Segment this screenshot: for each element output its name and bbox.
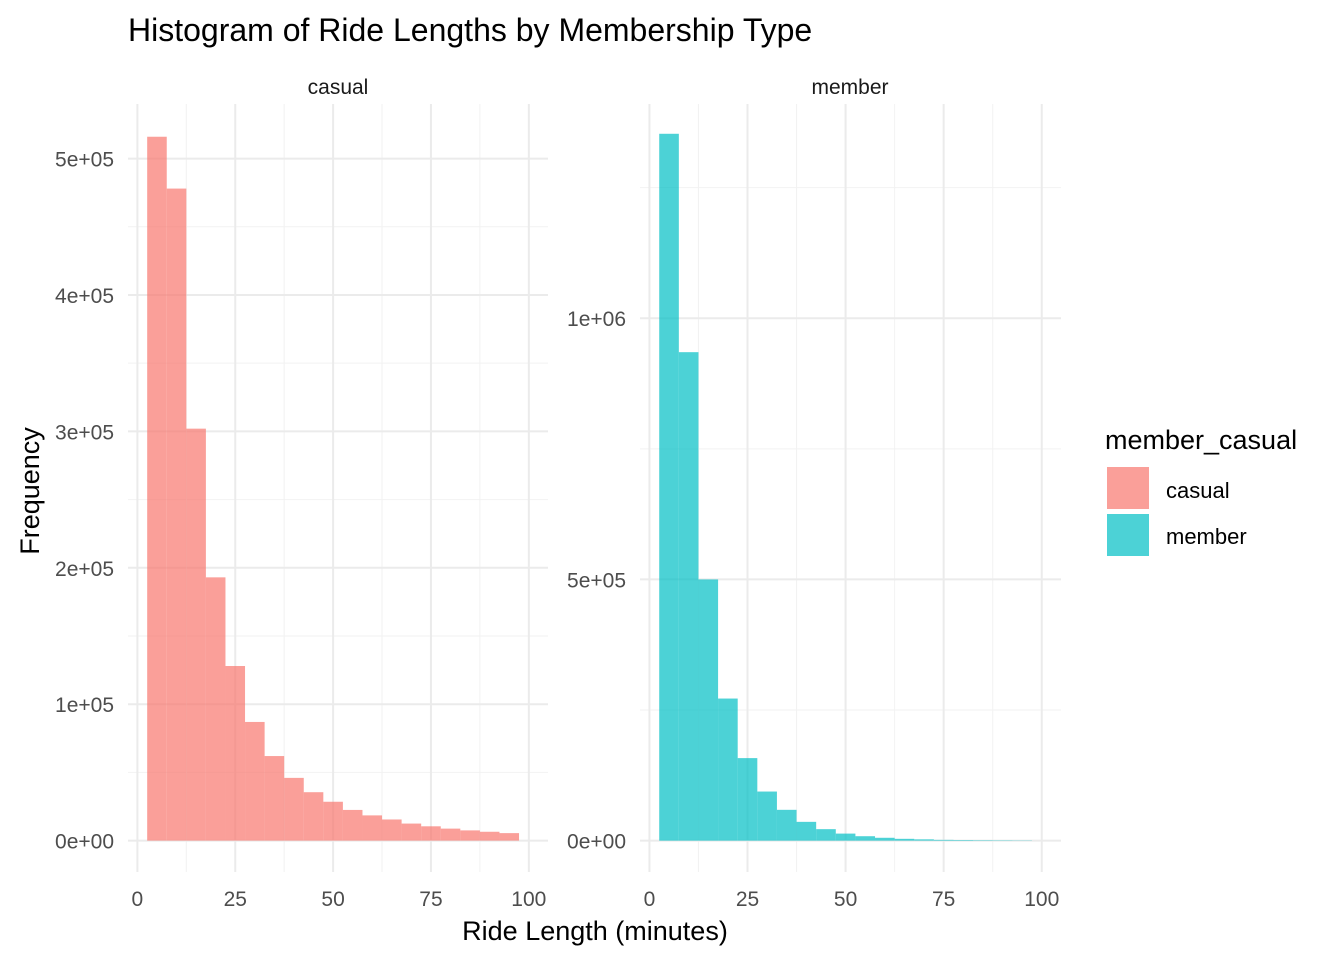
bar-casual-18 <box>499 833 520 841</box>
bar-member-8 <box>816 829 836 841</box>
bar-casual-10 <box>342 809 363 841</box>
x-tick-label: 0 <box>644 888 656 911</box>
y-tick-label: 1e+06 <box>567 308 626 331</box>
bar-member-15 <box>953 840 974 841</box>
bar-casual-16 <box>460 830 480 841</box>
bar-member-2 <box>698 579 719 841</box>
bar-casual-4 <box>225 666 246 841</box>
strip-label-casual: casual <box>308 76 369 99</box>
bar-member-5 <box>757 791 777 841</box>
y-tick-label: 4e+05 <box>55 285 114 308</box>
strip-label-member: member <box>811 76 888 99</box>
x-tick-label: 0 <box>132 888 144 911</box>
panel-member: member 0e+00 5e+05 1e+06 0 25 50 75 100 <box>567 76 1061 911</box>
bar-casual-9 <box>323 801 343 841</box>
x-tick-label: 25 <box>224 888 247 911</box>
x-axis-label: Ride Length (minutes) <box>462 916 728 946</box>
legend: member_casual casual member <box>1105 425 1297 556</box>
bar-member-9 <box>835 833 856 841</box>
bar-member-4 <box>737 758 758 841</box>
x-tick-label: 100 <box>511 888 546 911</box>
bar-casual-7 <box>284 777 304 841</box>
bar-member-3 <box>718 698 738 841</box>
bar-casual-14 <box>421 826 441 841</box>
y-tick-label: 5e+05 <box>567 569 626 592</box>
bar-casual-11 <box>362 815 383 841</box>
x-tick-label: 75 <box>419 888 442 911</box>
bar-member-12 <box>894 838 915 841</box>
x-tick-label: 50 <box>834 888 857 911</box>
y-tick-label: 1e+05 <box>55 694 114 717</box>
y-tick-label: 5e+05 <box>55 149 114 172</box>
y-axis-label: Frequency <box>15 427 45 555</box>
bar-casual-15 <box>440 828 461 841</box>
bar-member-0 <box>659 133 679 841</box>
x-tick-label: 75 <box>932 888 955 911</box>
legend-title: member_casual <box>1105 425 1297 455</box>
y-tick-label: 2e+05 <box>55 558 114 581</box>
bar-casual-17 <box>479 831 500 841</box>
chart-title: Histogram of Ride Lengths by Membership … <box>128 12 812 48</box>
bar-member-14 <box>933 839 954 841</box>
legend-key-casual <box>1107 467 1149 509</box>
y-tick-label: 0e+00 <box>55 831 114 854</box>
bar-casual-1 <box>166 188 187 841</box>
bar-member-11 <box>875 837 895 841</box>
x-tick-label: 25 <box>736 888 759 911</box>
bar-casual-8 <box>303 792 324 841</box>
bar-casual-0 <box>147 136 167 841</box>
bar-casual-13 <box>401 823 422 841</box>
y-tick-label: 0e+00 <box>567 831 626 854</box>
x-tick-label: 50 <box>321 888 344 911</box>
bar-casual-6 <box>264 756 285 841</box>
bar-member-7 <box>796 821 817 841</box>
legend-key-member <box>1107 514 1149 556</box>
panel-casual: casual 0e+00 1e+05 2e+05 3e+05 4e+05 5e+05 0 25 5… <box>55 76 548 911</box>
bar-member-10 <box>855 836 876 841</box>
bar-casual-5 <box>245 721 265 841</box>
bar-casual-12 <box>382 819 402 841</box>
bar-casual-2 <box>186 428 206 841</box>
bar-casual-3 <box>205 577 226 841</box>
bar-member-1 <box>678 352 699 841</box>
legend-label-casual: casual <box>1166 478 1230 503</box>
bar-member-13 <box>914 839 934 841</box>
bar-member-6 <box>776 809 797 841</box>
x-tick-label: 100 <box>1024 888 1059 911</box>
y-tick-label: 3e+05 <box>55 421 114 444</box>
legend-label-member: member <box>1166 524 1247 549</box>
